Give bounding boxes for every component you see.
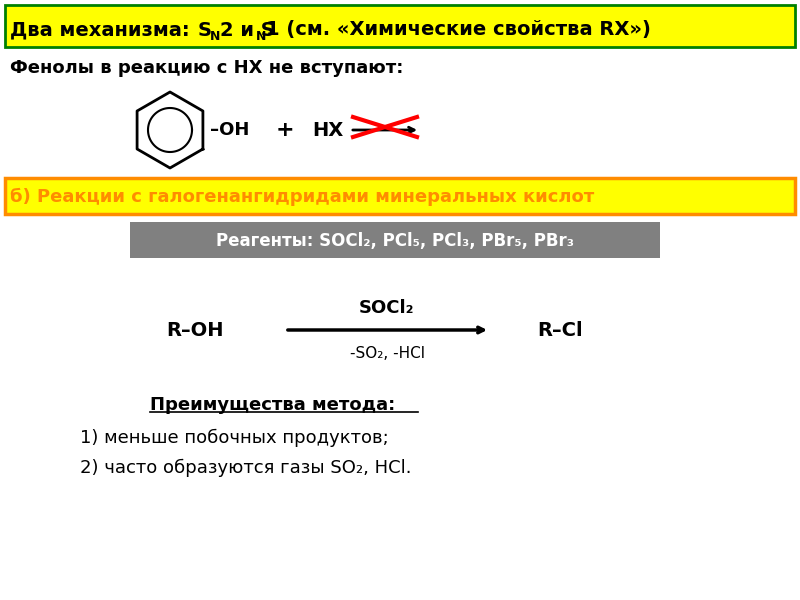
Bar <box>5 178 795 214</box>
Text: R–Cl: R–Cl <box>537 320 583 340</box>
Bar <box>130 222 660 258</box>
Text: Реагенты: SOCl₂, PCl₅, PCl₃, PBr₅, PBr₃: Реагенты: SOCl₂, PCl₅, PCl₃, PBr₅, PBr₃ <box>216 232 574 250</box>
Bar <box>5 5 795 47</box>
Text: Фенолы в реакцию с НХ не вступают:: Фенолы в реакцию с НХ не вступают: <box>10 59 403 77</box>
Text: б) Реакции с галогенангидридами минеральных кислот: б) Реакции с галогенангидридами минераль… <box>10 188 594 206</box>
Text: 1) меньше побочных продуктов;: 1) меньше побочных продуктов; <box>80 429 389 447</box>
Text: -SO₂, -HCl: -SO₂, -HCl <box>350 346 425 361</box>
Text: +: + <box>276 120 294 140</box>
Text: S: S <box>198 20 212 40</box>
Text: 1 (см. «Химические свойства RX»): 1 (см. «Химические свойства RX») <box>266 20 651 40</box>
Text: 2 и S: 2 и S <box>220 20 274 40</box>
Text: N: N <box>210 31 220 43</box>
Text: N: N <box>256 31 266 43</box>
Text: –OH: –OH <box>210 121 250 139</box>
Text: HX: HX <box>312 121 343 139</box>
Text: Два механизма:: Два механизма: <box>10 20 196 40</box>
Text: R–OH: R–OH <box>166 320 224 340</box>
Text: Преимущества метода:: Преимущества метода: <box>150 396 395 414</box>
Text: SOCl₂: SOCl₂ <box>359 299 414 317</box>
Text: 2) часто образуются газы SO₂, HCl.: 2) часто образуются газы SO₂, HCl. <box>80 459 411 477</box>
